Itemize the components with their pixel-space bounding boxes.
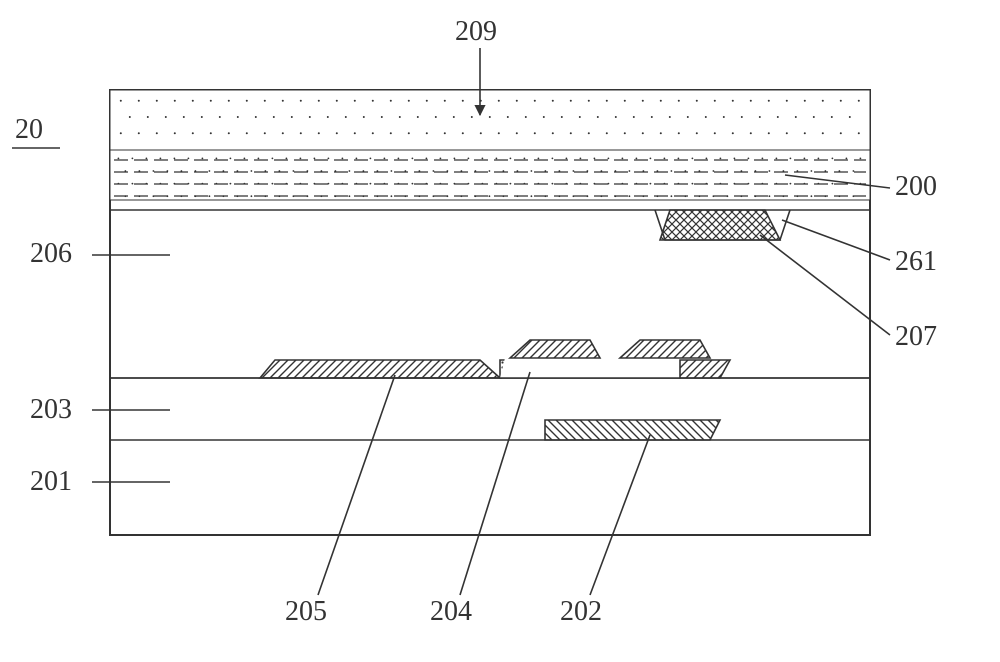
label-ref20: 20 (15, 114, 43, 145)
label-ref203: 203 (30, 394, 72, 425)
label-ref205: 205 (285, 596, 327, 627)
label-ref204: 204 (430, 596, 472, 627)
label-ref200: 200 (895, 171, 937, 202)
label-ref202: 202 (560, 596, 602, 627)
shape-207 (660, 210, 780, 240)
layer-209 (110, 90, 870, 150)
label-ref207: 207 (895, 321, 937, 352)
shape-202 (545, 420, 720, 440)
label-ref209: 209 (455, 16, 497, 47)
shape-205 (260, 360, 500, 378)
label-ref206: 206 (30, 238, 72, 269)
label-ref261: 261 (895, 246, 937, 277)
diagram-svg: 20 209 200 206 261 207 203 201 205 204 202 (0, 0, 1000, 662)
label-ref201: 201 (30, 466, 72, 497)
layer-200 (110, 150, 870, 200)
